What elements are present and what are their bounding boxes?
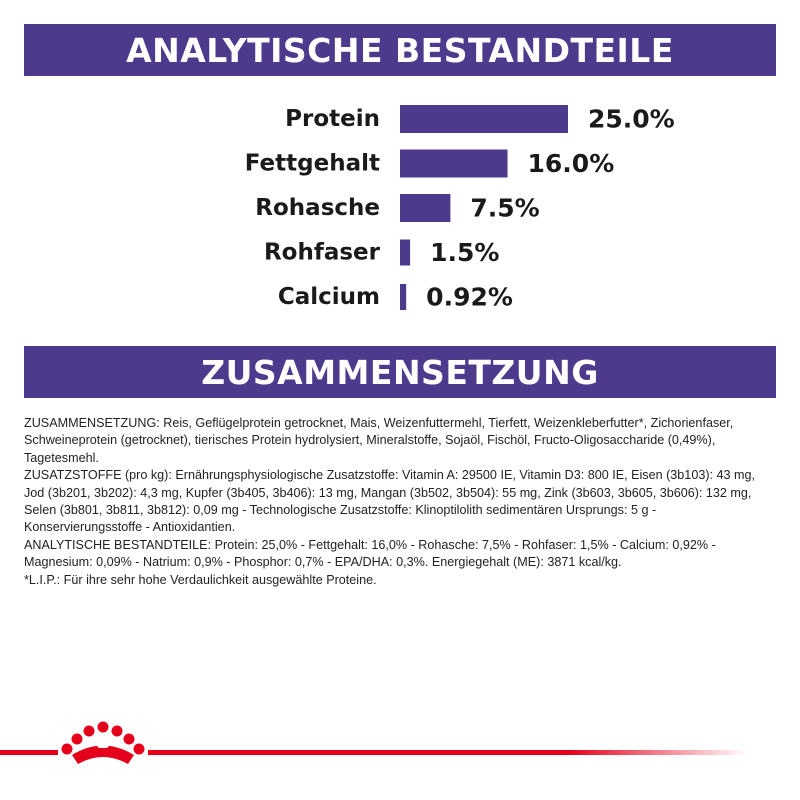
crown-icon — [61, 721, 145, 764]
bar — [400, 239, 411, 266]
analysis-header-text: ANALYTISCHE BESTANDTEILE — [126, 30, 674, 70]
value-label: 0.92% — [426, 283, 513, 312]
footer-line-left — [0, 750, 58, 755]
composition-text: ZUSAMMENSETZUNG: Reis, Geflügelprotein g… — [24, 415, 776, 589]
category-label: Rohfaser — [264, 240, 381, 266]
analysis-header: ANALYTISCHE BESTANDTEILE — [24, 24, 776, 76]
additives-paragraph: ZUSATZSTOFFE (pro kg): Ernährungsphysiol… — [24, 468, 756, 535]
nutrient-bar-chart: Protein 25.0% Fettgehalt 16.0% Rohasche 7.5% R… — [245, 105, 675, 312]
footer-line-right — [148, 750, 748, 755]
composition-header: ZUSAMMENSETZUNG — [24, 346, 776, 398]
bar — [400, 105, 568, 133]
value-label: 25.0% — [588, 105, 675, 134]
analysis-paragraph: ANALYTISCHE BESTANDTEILE: Protein: 25,0%… — [24, 537, 716, 570]
composition-header-text: ZUSAMMENSETZUNG — [201, 352, 599, 392]
footnote-paragraph: *L.I.P.: Für ihre sehr hohe Verdaulichke… — [24, 572, 377, 587]
category-label: Rohasche — [255, 195, 380, 221]
value-label: 16.0% — [528, 149, 615, 178]
value-label: 1.5% — [430, 238, 499, 267]
brand-footer — [0, 721, 748, 764]
category-label: Fettgehalt — [245, 151, 380, 177]
bar — [400, 149, 508, 178]
composition-paragraph: ZUSAMMENSETZUNG: Reis, Geflügelprotein g… — [24, 416, 734, 465]
bar — [400, 194, 451, 222]
category-label: Calcium — [278, 284, 380, 310]
bar — [400, 284, 407, 310]
category-label: Protein — [285, 106, 380, 132]
value-label: 7.5% — [470, 194, 539, 223]
